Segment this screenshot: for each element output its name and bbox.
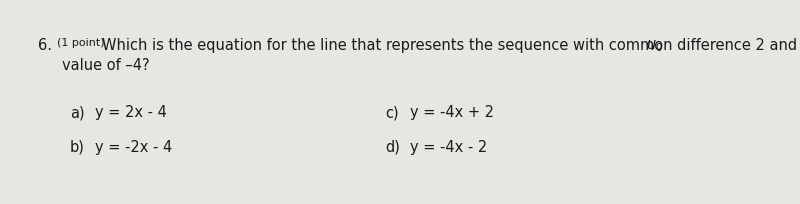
Text: 6.: 6.	[38, 38, 52, 53]
Text: value of –4?: value of –4?	[62, 58, 150, 73]
Text: y = -2x - 4: y = -2x - 4	[95, 140, 172, 155]
Text: b): b)	[70, 140, 85, 155]
Text: d): d)	[385, 140, 400, 155]
Text: y = 2x - 4: y = 2x - 4	[95, 105, 167, 120]
Text: y = -4x + 2: y = -4x + 2	[410, 105, 494, 120]
Text: a): a)	[70, 105, 85, 120]
Text: (1 point): (1 point)	[57, 38, 105, 48]
Text: $u_0$: $u_0$	[646, 38, 663, 54]
Text: Which is the equation for the line that represents the sequence with common diff: Which is the equation for the line that …	[102, 38, 800, 53]
Text: c): c)	[385, 105, 398, 120]
Text: y = -4x - 2: y = -4x - 2	[410, 140, 487, 155]
